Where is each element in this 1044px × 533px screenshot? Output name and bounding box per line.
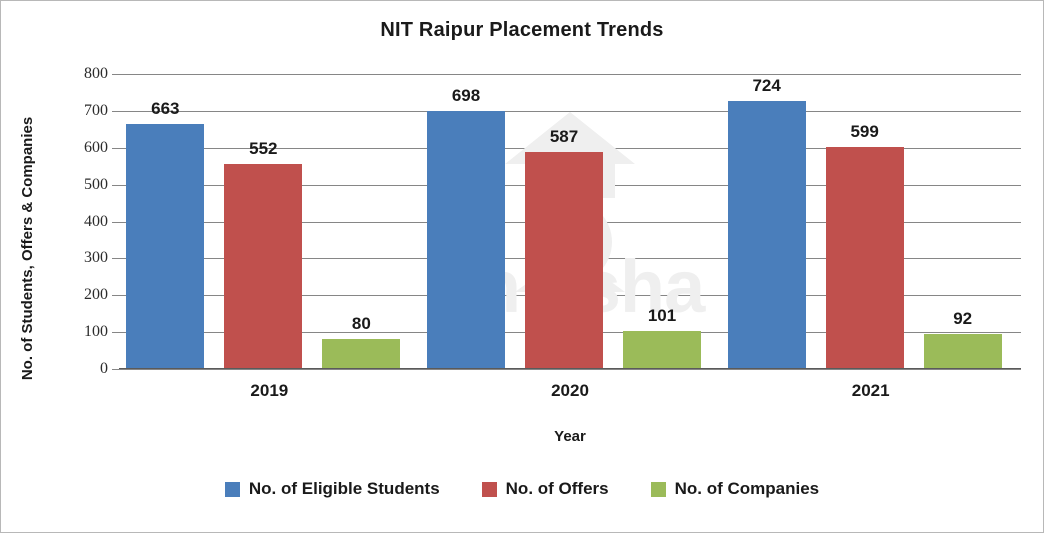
legend-label: No. of Offers: [505, 479, 609, 498]
y-axis-title: No. of Students, Offers & Companies: [15, 63, 41, 433]
legend-color-swatch: [650, 481, 666, 497]
y-axis-tick: [112, 184, 119, 186]
y-axis-tick: [112, 258, 119, 260]
y-axis-tick: [112, 295, 119, 297]
gridline: [119, 369, 1021, 370]
y-axis-title-text: No. of Students, Offers & Companies: [19, 116, 37, 380]
legend-item[interactable]: No. of Companies: [650, 479, 820, 499]
legend-item[interactable]: No. of Offers: [481, 479, 609, 499]
bar: 663: [126, 99, 205, 368]
y-axis-tick-label: 800: [84, 65, 108, 82]
bar-value-label: 599: [850, 122, 879, 142]
y-axis-tick-label: 700: [84, 101, 108, 119]
x-axis-tick-label: 2019: [250, 381, 289, 400]
bar-value-label: 80: [351, 313, 371, 333]
bar-value-label: 101: [647, 305, 677, 325]
y-axis-tick-label: 400: [84, 212, 108, 230]
x-axis-tick-label: 2020: [551, 381, 589, 400]
y-axis-tick: [112, 147, 119, 149]
bar-value-label: 587: [549, 126, 579, 146]
bar-value-label: 698: [451, 85, 481, 105]
bar: 80: [322, 314, 401, 368]
bar: 724: [727, 76, 806, 368]
y-axis-tick-label: 500: [84, 175, 108, 193]
bar: 552: [224, 139, 303, 368]
bar: 599: [825, 122, 904, 368]
y-axis-tick-label: 200: [84, 286, 108, 304]
y-axis-tick: [112, 110, 119, 112]
y-axis-tick-label: 100: [84, 323, 108, 341]
y-axis-tick: [112, 221, 119, 223]
legend-label: No. of Eligible Students: [248, 479, 440, 498]
x-axis-line: [119, 368, 1021, 369]
bars-layer: 663 552 80 698 587 101 724 599 92: [119, 74, 1021, 369]
legend-color-swatch: [481, 481, 497, 497]
gridline: [119, 110, 1021, 112]
y-axis-tick-label: 0: [100, 360, 108, 377]
legend-color-swatch: [224, 481, 240, 497]
y-axis-tick: [112, 332, 119, 334]
y-axis-tick: [112, 74, 119, 75]
x-axis-tick-label: 2021: [851, 381, 890, 400]
y-axis-tick-label: 300: [84, 249, 108, 267]
legend-item[interactable]: No. of Eligible Students: [224, 479, 440, 499]
bar: 698: [427, 86, 505, 368]
chart-title: NIT Raipur Placement Trends: [380, 19, 664, 41]
bar-value-label: 663: [151, 98, 180, 118]
bar-value-label: 92: [953, 309, 973, 329]
bar: 587: [525, 127, 603, 368]
bar: 101: [623, 306, 701, 368]
y-axis-tick-label: 600: [84, 138, 108, 156]
gridline: [119, 74, 1021, 75]
y-axis-tick: [112, 369, 119, 370]
bar: 92: [923, 309, 1002, 368]
chart-legend: No. of Eligible Students No. of Offers No.…: [1, 479, 1043, 499]
legend-label: No. of Companies: [674, 479, 820, 498]
x-axis-title: Year: [554, 428, 586, 445]
bar-value-label: 552: [249, 139, 278, 159]
bar-value-label: 724: [752, 76, 781, 96]
x-axis-tick-labels: 2019 2020 2021: [119, 381, 1021, 407]
